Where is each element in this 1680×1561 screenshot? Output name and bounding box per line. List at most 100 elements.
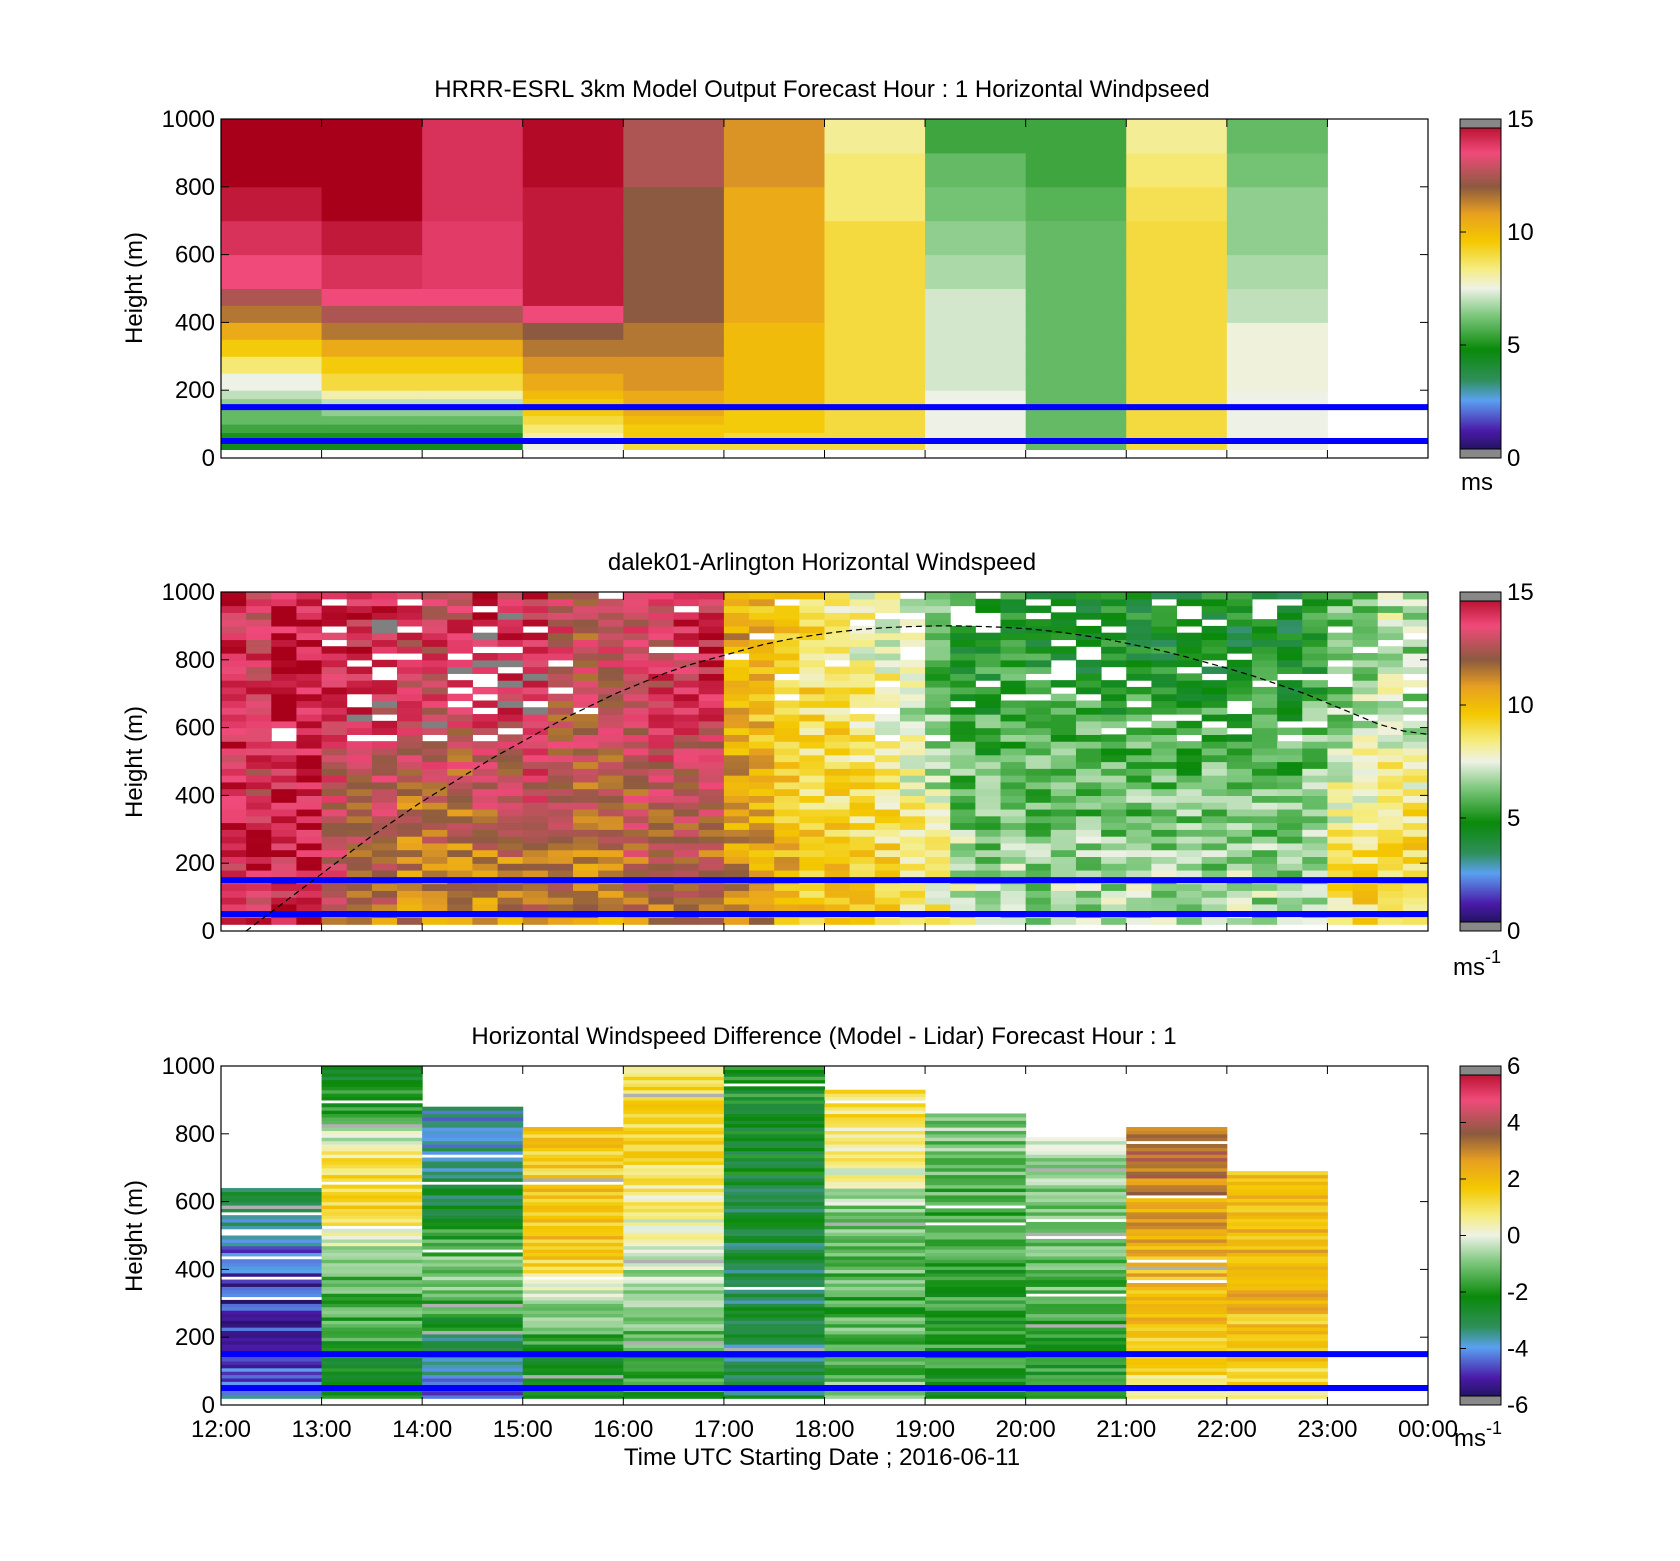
panel-model-colorbar	[1459, 118, 1502, 459]
heatmap-cell	[899, 768, 926, 776]
heatmap-cell	[1126, 119, 1228, 154]
heatmap-cell	[447, 680, 473, 688]
heatmap-cell	[371, 720, 398, 729]
heatmap-cell	[774, 822, 800, 830]
heatmap-cell	[1075, 592, 1102, 600]
heatmap-cell	[1025, 424, 1127, 434]
heatmap-cell	[623, 1157, 725, 1162]
heatmap-cell	[321, 836, 348, 844]
heatmap-cell	[698, 808, 725, 817]
heatmap-cell	[623, 1150, 725, 1155]
heatmap-cell	[321, 1279, 423, 1284]
heatmap-cell	[522, 1140, 624, 1145]
heatmap-cell	[1176, 788, 1203, 796]
heatmap-cell	[221, 856, 247, 864]
heatmap-cell	[925, 788, 951, 796]
heatmap-cell	[950, 849, 976, 858]
heatmap-cell	[774, 768, 800, 776]
heatmap-cell	[648, 829, 675, 837]
heatmap-cell	[1025, 1381, 1127, 1386]
heatmap-cell	[1377, 781, 1404, 790]
heatmap-cell	[422, 1225, 524, 1230]
heatmap-cell	[723, 605, 750, 613]
heatmap-cell	[321, 1093, 423, 1098]
heatmap-cell	[1226, 598, 1253, 607]
heatmap-cell	[321, 1177, 423, 1182]
heatmap-cell	[673, 768, 700, 776]
heatmap-cell	[673, 808, 700, 817]
heatmap-cell	[321, 1069, 423, 1074]
heatmap-cell	[497, 754, 524, 763]
heatmap-cell	[1302, 761, 1328, 769]
heatmap-cell	[1226, 1259, 1328, 1264]
heatmap-cell	[1126, 1130, 1228, 1135]
heatmap-cell	[925, 1364, 1027, 1369]
heatmap-cell	[774, 836, 800, 844]
heatmap-cell	[1025, 1177, 1127, 1182]
heatmap-cell	[221, 1367, 323, 1372]
heatmap-cell	[397, 903, 423, 912]
heatmap-cell	[321, 1333, 423, 1338]
heatmap-cell	[1277, 897, 1303, 905]
heatmap-cell	[623, 693, 649, 702]
heatmap-cell	[623, 849, 649, 858]
heatmap-cell	[824, 1120, 926, 1125]
heatmap-cell	[271, 775, 297, 783]
heatmap-cell	[698, 639, 725, 647]
heatmap-cell	[723, 1242, 825, 1247]
heatmap-cell	[397, 897, 423, 905]
heatmap-cell	[547, 795, 574, 803]
heatmap-cell	[422, 152, 524, 188]
heatmap-cell	[447, 619, 473, 627]
heatmap-cell	[1025, 1374, 1127, 1379]
heatmap-cell	[925, 186, 1027, 222]
heatmap-cell	[1025, 707, 1052, 715]
heatmap-cell	[598, 788, 624, 796]
heatmap-cell	[573, 768, 599, 776]
heatmap-cell	[371, 639, 398, 647]
heatmap-cell	[1327, 686, 1354, 695]
heatmap-cell	[799, 734, 825, 742]
heatmap-cell	[648, 890, 675, 898]
heatmap-cell	[1201, 822, 1228, 830]
heatmap-cell	[698, 653, 725, 661]
heatmap-cell	[1025, 1221, 1127, 1226]
heatmap-cell	[925, 1293, 1027, 1298]
heatmap-cell	[221, 781, 247, 790]
heatmap-cell	[975, 639, 1002, 647]
heatmap-cell	[1025, 842, 1052, 851]
heatmap-cell	[1176, 869, 1203, 878]
heatmap-cell	[1176, 795, 1203, 803]
x-tick-label: 19:00	[895, 1416, 955, 1443]
heatmap-cell	[522, 1299, 624, 1304]
heatmap-cell	[1327, 836, 1354, 844]
heatmap-cell	[221, 1208, 323, 1213]
heatmap-cell	[522, 680, 549, 688]
heatmap-cell	[1402, 856, 1429, 864]
heatmap-cell	[1377, 775, 1404, 783]
heatmap-cell	[221, 356, 323, 374]
heatmap-cell	[698, 747, 725, 756]
heatmap-cell	[547, 612, 574, 620]
heatmap-cell	[497, 693, 524, 702]
heatmap-cell	[824, 1211, 926, 1216]
heatmap-cell	[547, 781, 574, 790]
heatmap-cell	[1402, 815, 1429, 824]
heatmap-cell	[1277, 727, 1303, 735]
heatmap-cell	[1025, 1198, 1127, 1203]
heatmap-cell	[371, 822, 398, 830]
heatmap-cell	[824, 836, 851, 844]
heatmap-cell	[221, 829, 247, 837]
heatmap-cell	[749, 598, 775, 607]
heatmap-cell	[221, 1289, 323, 1294]
heatmap-cell	[1277, 693, 1303, 702]
heatmap-cell	[1101, 693, 1127, 702]
heatmap-cell	[321, 398, 423, 408]
heatmap-cell	[623, 220, 725, 256]
heatmap-cell	[749, 646, 775, 654]
heatmap-cell	[749, 673, 775, 681]
heatmap-cell	[573, 781, 599, 790]
heatmap-cell	[598, 754, 624, 763]
heatmap-cell	[547, 653, 574, 661]
heatmap-cell	[698, 625, 725, 634]
